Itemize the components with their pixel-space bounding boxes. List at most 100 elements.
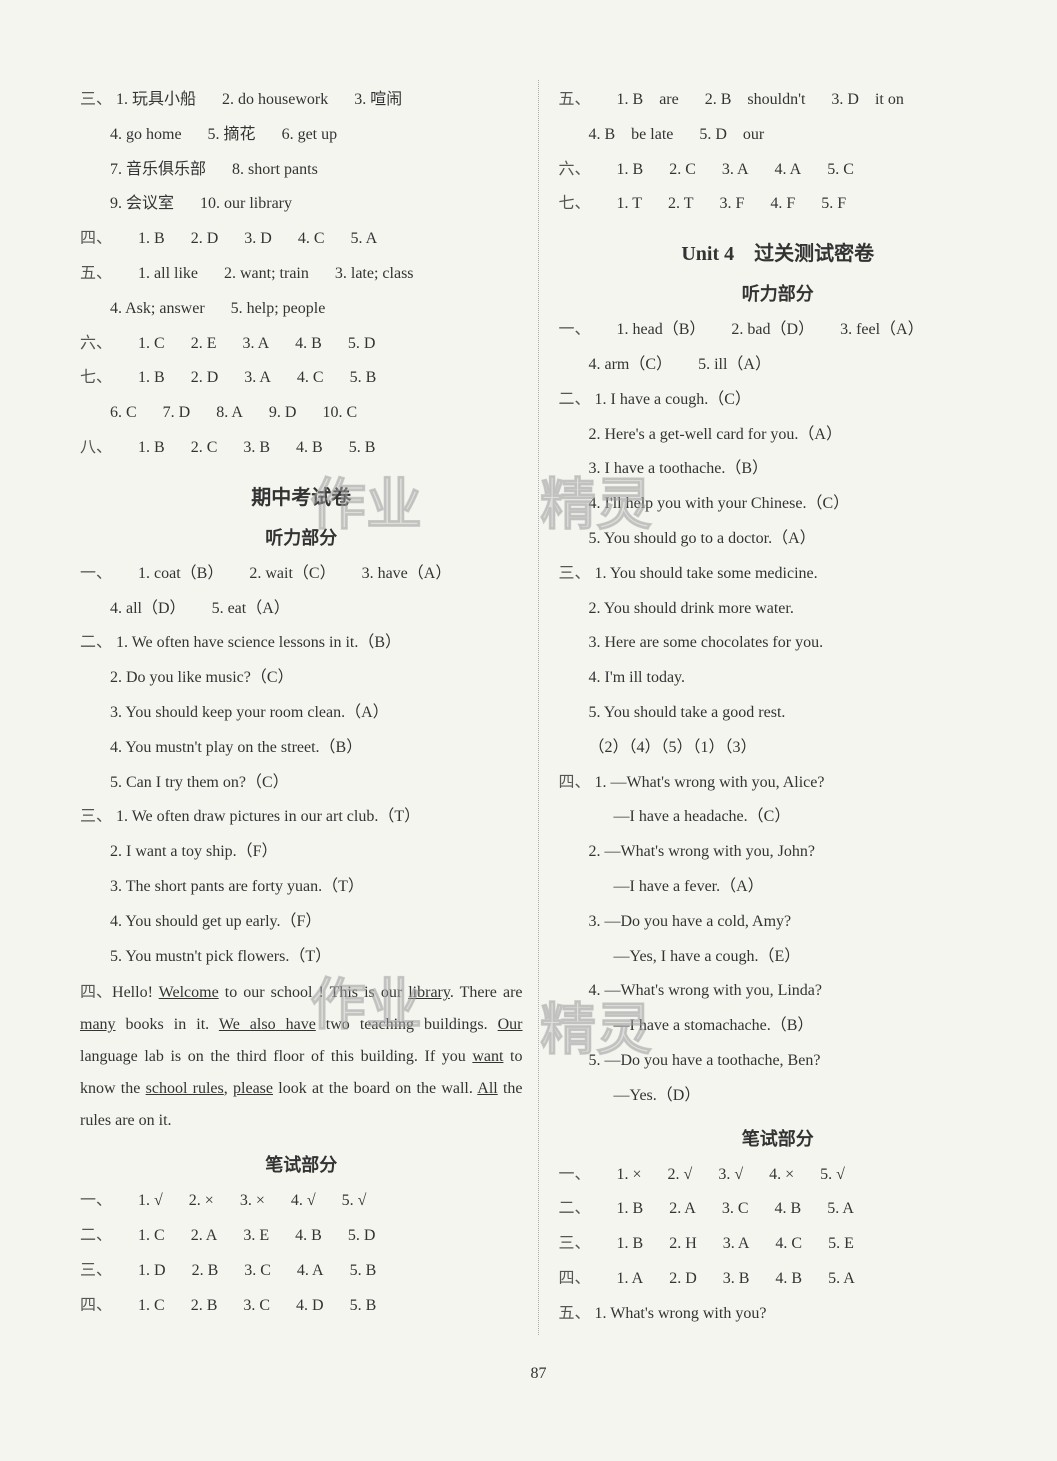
section-5r: 五、 1. B are 2. B shouldn't 3. D it on — [559, 86, 998, 115]
section-label: 五、 — [559, 1300, 591, 1329]
answer-item: 5. eat（A） — [212, 600, 290, 617]
answer-item: 1. We often have science lessons in it.（… — [116, 634, 401, 651]
answer-item: 2. A — [669, 1200, 696, 1217]
answer-item: 4. You should get up early.（F） — [80, 908, 523, 937]
answer-item: 9. 会议室 — [110, 195, 174, 212]
answer-item: 1. 玩具小船 — [116, 91, 196, 108]
para-text: look at the board on the wall. — [273, 1080, 477, 1097]
answer-item: 3. × — [240, 1192, 265, 1209]
page-number: 87 — [80, 1365, 997, 1383]
left-column: 三、 1. 玩具小船 2. do housework 3. 喧闹 4. go h… — [80, 80, 539, 1335]
para-text: books in it. — [116, 1016, 219, 1033]
write-3: 三、 1. D 2. B 3. C 4. A 5. B — [80, 1257, 523, 1286]
answer-item: 5. Can I try them on?（C） — [80, 769, 523, 798]
answer-item: 2. B — [191, 1297, 218, 1314]
answer-item: 1. B — [617, 161, 644, 178]
section-7: 七、 1. B 2. D 3. A 4. C 5. B — [80, 364, 523, 393]
answer-item: 5. √ — [820, 1166, 845, 1183]
answer-item: 2. do housework — [222, 91, 328, 108]
answer-item: 4. I'm ill today. — [559, 664, 998, 693]
write-5r: 五、 1. What's wrong with you? — [559, 1300, 998, 1329]
answer-item: 3. C — [722, 1200, 749, 1217]
para-text: to our school ! This is our — [219, 984, 409, 1001]
answer-item: 2. H — [669, 1235, 697, 1252]
answer-row: 4. Ask; answer 5. help; people — [80, 295, 523, 324]
answer-item: 7. 音乐俱乐部 — [110, 161, 206, 178]
dialog-a: —I have a fever.（A） — [559, 873, 998, 902]
section-6: 六、 1. C 2. E 3. A 4. B 5. D — [80, 330, 523, 359]
para-text: Hello! — [112, 984, 159, 1001]
answer-item: 2. You should drink more water. — [559, 595, 998, 624]
answer-item: 1. A — [617, 1270, 644, 1287]
two-column-layout: 三、 1. 玩具小船 2. do housework 3. 喧闹 4. go h… — [80, 80, 997, 1335]
section-label: 一、 — [80, 560, 112, 589]
dialog-q: 3. —Do you have a cold, Amy? — [559, 908, 998, 937]
answer-item: 5. D — [348, 1227, 376, 1244]
answer-item: 4. I'll help you with your Chinese.（C） — [559, 490, 998, 519]
para-text: , — [224, 1080, 233, 1097]
answer-item: 4. Ask; answer — [110, 300, 205, 317]
answer-item: 2. T — [668, 195, 693, 212]
answer-item: 10. C — [322, 404, 357, 421]
answer-item: 1. B — [617, 1200, 644, 1217]
answer-item: 3. 喧闹 — [354, 91, 402, 108]
answer-item: 3. C — [244, 1262, 271, 1279]
section-label: 七、 — [80, 364, 112, 393]
section-label: 五、 — [559, 86, 591, 115]
answer-item: 5. D our — [699, 126, 764, 143]
section-label: 一、 — [80, 1187, 112, 1216]
answer-item: 1. all like — [138, 265, 198, 282]
answer-item: 1. √ — [138, 1192, 163, 1209]
answer-item: 4. √ — [291, 1192, 316, 1209]
answer-row: 4. B be late 5. D our — [559, 121, 998, 150]
section-label: 六、 — [80, 330, 112, 359]
answer-row: 4. arm（C） 5. ill（A） — [559, 351, 998, 380]
unit4-title: Unit 4 过关测试密卷 — [559, 237, 998, 266]
answer-item: 4. B — [296, 439, 323, 456]
answer-item: 5. E — [828, 1235, 854, 1252]
answer-item: 4. B be late — [589, 126, 674, 143]
answer-item: 4. C — [298, 230, 325, 247]
answer-item: 2. wait（C） — [249, 565, 335, 582]
answer-item: 4. B — [295, 335, 322, 352]
answer-item: 4. B — [775, 1200, 802, 1217]
answer-item: 3. Here are some chocolates for you. — [559, 629, 998, 658]
write-4r: 四、 1. A 2. D 3. B 4. B 5. A — [559, 1265, 998, 1294]
answer-item: 5. C — [827, 161, 854, 178]
answer-item: 3. B — [723, 1270, 750, 1287]
answer-item: 2. D — [191, 369, 219, 386]
answer-item: 4. B — [295, 1227, 322, 1244]
unit-listen-3: 三、 1. You should take some medicine. — [559, 560, 998, 589]
section-label: 三、 — [559, 1230, 591, 1259]
section-label: 五、 — [80, 260, 112, 289]
answer-item: 1. × — [617, 1166, 642, 1183]
section-label: 三、 — [559, 560, 591, 589]
dialog-q: 5. —Do you have a toothache, Ben? — [559, 1047, 998, 1076]
section-label: 二、 — [559, 1195, 591, 1224]
section-label: 一、 — [559, 1161, 591, 1190]
answer-item: 4. all（D） — [110, 600, 186, 617]
answer-item: 3. D — [244, 230, 272, 247]
answer-item: 3. D it on — [831, 91, 903, 108]
para-underline: school rules — [146, 1080, 224, 1097]
dialog-a: —I have a stomachache.（B） — [559, 1012, 998, 1041]
answer-item: 1. coat（B） — [138, 565, 223, 582]
answer-item: 5. ill（A） — [698, 356, 771, 373]
answer-item: 2. Here's a get-well card for you.（A） — [559, 421, 998, 450]
dialog-a: —Yes.（D） — [559, 1082, 998, 1111]
para-underline: library — [408, 984, 450, 1001]
write-3r: 三、 1. B 2. H 3. A 4. C 5. E — [559, 1230, 998, 1259]
writing-title: 笔试部分 — [559, 1125, 998, 1151]
answer-item: 7. D — [163, 404, 191, 421]
write-1: 一、 1. √ 2. × 3. × 4. √ 5. √ — [80, 1187, 523, 1216]
answer-item: 1. B — [617, 1235, 644, 1252]
write-2: 二、 1. C 2. A 3. E 4. B 5. D — [80, 1222, 523, 1251]
unit-listen-4: 四、 1. —What's wrong with you, Alice? — [559, 769, 998, 798]
listening-title: 听力部分 — [559, 280, 998, 306]
answer-item: 5. B — [350, 369, 377, 386]
section-label: 六、 — [559, 156, 591, 185]
section-label: 二、 — [559, 386, 591, 415]
answer-item: 5. B — [349, 439, 376, 456]
answer-item: 4. go home — [110, 126, 182, 143]
answer-item: 1. B — [138, 230, 165, 247]
